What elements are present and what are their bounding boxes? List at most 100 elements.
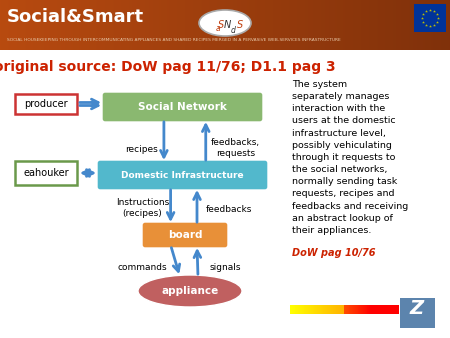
Bar — [152, 0, 153, 50]
Bar — [202, 0, 203, 50]
Bar — [77, 0, 78, 50]
Bar — [364, 305, 365, 314]
Bar — [318, 0, 319, 50]
Text: Instructions
(recipes): Instructions (recipes) — [116, 198, 169, 218]
Bar — [373, 0, 374, 50]
Bar — [36, 0, 37, 50]
Bar — [224, 0, 225, 50]
Bar — [181, 0, 182, 50]
Bar — [392, 0, 393, 50]
Bar — [393, 305, 395, 314]
Bar — [321, 305, 323, 314]
Bar — [103, 0, 104, 50]
Bar — [376, 305, 378, 314]
Bar — [179, 0, 180, 50]
FancyBboxPatch shape — [15, 94, 77, 114]
Bar — [140, 0, 141, 50]
Ellipse shape — [199, 10, 251, 36]
Bar — [249, 0, 250, 50]
Bar — [49, 0, 50, 50]
Bar — [124, 0, 125, 50]
Bar — [84, 0, 85, 50]
Bar — [416, 0, 417, 50]
Bar — [109, 0, 110, 50]
Bar — [19, 0, 20, 50]
Text: $\it{S}$: $\it{S}$ — [217, 18, 225, 30]
Bar — [407, 0, 408, 50]
Bar — [325, 0, 326, 50]
Bar — [382, 305, 383, 314]
Bar — [125, 0, 126, 50]
Bar — [25, 0, 26, 50]
Bar — [346, 305, 347, 314]
Bar — [309, 0, 310, 50]
Bar — [392, 305, 394, 314]
Bar — [281, 0, 282, 50]
Bar — [298, 0, 299, 50]
Bar — [364, 305, 366, 314]
Bar — [374, 305, 376, 314]
Bar — [41, 0, 42, 50]
Bar — [211, 0, 212, 50]
Text: Domestic Infrastructure: Domestic Infrastructure — [121, 170, 244, 179]
FancyBboxPatch shape — [400, 298, 435, 328]
Bar — [7, 0, 8, 50]
Bar — [264, 0, 265, 50]
Bar — [261, 0, 262, 50]
Bar — [116, 0, 117, 50]
Bar — [328, 305, 329, 314]
Bar — [105, 0, 106, 50]
Bar — [347, 305, 349, 314]
Bar — [240, 0, 241, 50]
Bar — [427, 0, 428, 50]
Bar — [219, 0, 220, 50]
Bar — [262, 0, 263, 50]
Bar — [318, 305, 320, 314]
Bar — [55, 0, 56, 50]
Bar — [165, 0, 166, 50]
Bar — [312, 0, 313, 50]
Bar — [196, 0, 197, 50]
Bar — [16, 0, 17, 50]
Bar — [146, 0, 147, 50]
Bar — [255, 0, 256, 50]
Bar — [185, 0, 186, 50]
Bar — [310, 305, 311, 314]
Bar — [408, 0, 409, 50]
Bar — [355, 305, 356, 314]
Bar — [315, 305, 317, 314]
Bar — [12, 0, 13, 50]
Bar — [34, 0, 35, 50]
Bar — [266, 0, 267, 50]
Bar — [11, 0, 12, 50]
Bar — [422, 0, 423, 50]
Bar — [40, 0, 41, 50]
Bar — [371, 305, 373, 314]
Bar — [316, 0, 317, 50]
Text: eahouker: eahouker — [23, 168, 69, 178]
Bar — [391, 0, 392, 50]
Bar — [4, 0, 5, 50]
Bar — [418, 0, 419, 50]
Bar — [35, 0, 36, 50]
Bar — [121, 0, 122, 50]
Bar — [257, 0, 258, 50]
Bar — [62, 0, 63, 50]
Bar — [37, 0, 38, 50]
Bar — [292, 0, 293, 50]
Ellipse shape — [138, 275, 242, 307]
Bar — [420, 0, 421, 50]
Bar — [27, 0, 28, 50]
Bar — [246, 0, 247, 50]
Bar — [58, 0, 59, 50]
Bar — [294, 0, 295, 50]
Bar — [56, 0, 57, 50]
Text: Social Network: Social Network — [138, 102, 227, 112]
Bar — [187, 0, 188, 50]
Bar — [447, 0, 448, 50]
Text: signals: signals — [209, 264, 241, 272]
Bar — [26, 0, 27, 50]
Bar — [352, 0, 353, 50]
Bar — [193, 0, 194, 50]
Bar — [380, 305, 382, 314]
